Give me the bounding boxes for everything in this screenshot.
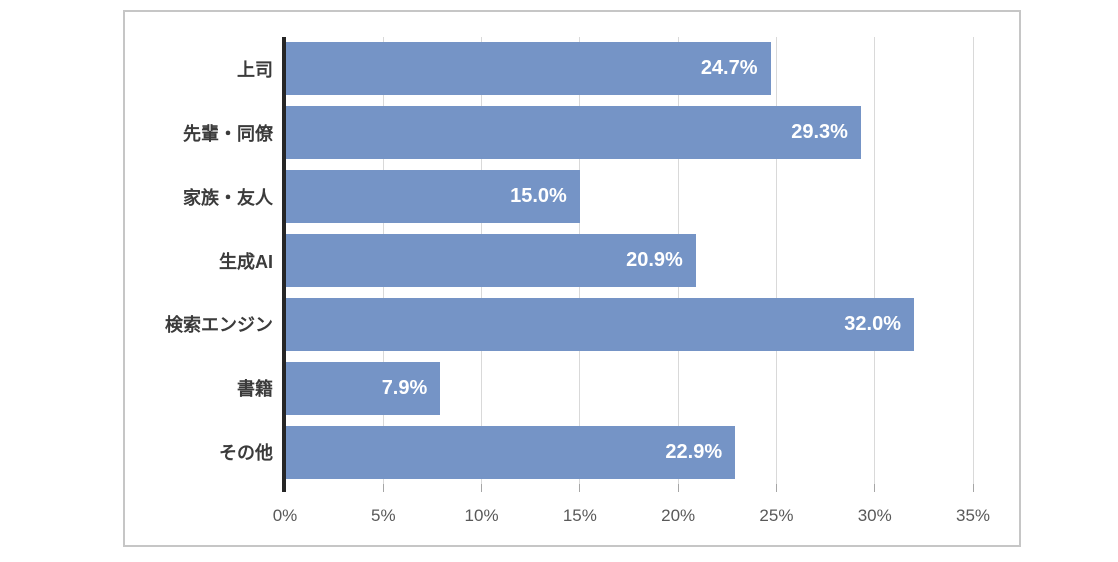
x-tick-label: 35%: [955, 506, 991, 525]
gridline-30: [874, 37, 876, 484]
tick-mark-25: [775, 484, 777, 492]
bar-rows: 24.7% 29.3% 15.0% 20.9% 32.0% 7.9% 22.9%: [285, 37, 973, 484]
bar-row: 20.9%: [285, 229, 973, 293]
y-axis-line: [282, 37, 286, 492]
bar-row: 15.0%: [285, 165, 973, 229]
category-label: 家族・友人: [183, 187, 273, 208]
gridline-35: [972, 37, 974, 484]
x-tick-label: 15%: [562, 506, 597, 525]
bar-7: 22.9%: [285, 425, 736, 479]
bar-value-label: 7.9%: [381, 376, 428, 399]
x-tick-label: 30%: [857, 506, 892, 525]
category-axis-labels: 上司先輩・同僚家族・友人生成AI 検索エンジン書籍その他: [127, 37, 273, 484]
tick-mark-10: [481, 484, 483, 492]
bar-2: 29.3%: [285, 106, 861, 160]
bar-6: 7.9%: [285, 361, 441, 415]
tick-mark-35: [972, 484, 974, 492]
tick-mark-5: [382, 484, 384, 492]
bar-4: 20.9%: [285, 234, 696, 287]
category-label: 検索エンジン: [165, 315, 273, 336]
plot-area: 24.7% 29.3% 15.0% 20.9% 32.0% 7.9% 22.9%: [282, 37, 974, 492]
category-label: 書籍: [237, 379, 273, 400]
bar-value-label: 15.0%: [510, 185, 567, 208]
tick-mark-15: [579, 484, 581, 492]
bar-row: 29.3%: [285, 101, 973, 165]
bar-row: 32.0%: [285, 292, 973, 356]
x-tick-label: 10%: [464, 506, 499, 525]
bar-chart: 上司先輩・同僚家族・友人生成AI 検索エンジン書籍その他 24.7% 29.3% 15…: [123, 10, 1021, 547]
category-label: 上司: [237, 59, 273, 80]
bar-value-label: 20.9%: [626, 249, 683, 271]
bar-value-label: 24.7%: [700, 57, 758, 80]
gridline-25: [775, 37, 777, 484]
bar-row: 22.9%: [285, 420, 973, 484]
x-axis-tick-labels: 0% 5% 10% 15% 20% 25% 30% 35%: [273, 506, 990, 532]
category-label: その他: [219, 443, 273, 464]
x-tick-label: 20%: [661, 506, 696, 525]
bar-value-label: 32.0%: [844, 312, 902, 335]
bar-5: 32.0%: [285, 297, 915, 351]
bar-value-label: 22.9%: [665, 440, 723, 463]
bar-value-label: 29.3%: [791, 121, 848, 144]
tick-mark-30: [874, 484, 876, 492]
bar-row: 24.7%: [285, 37, 973, 101]
x-tick-label: 5%: [370, 506, 396, 525]
x-tick-label: 25%: [759, 506, 794, 525]
bar-row: 7.9%: [285, 356, 973, 420]
category-label: 生成AI: [219, 251, 273, 272]
bar-1: 24.7%: [285, 42, 771, 96]
category-label: 先輩・同僚: [183, 123, 273, 144]
x-tick-label: 0%: [272, 506, 298, 525]
bar-3: 15.0%: [285, 170, 580, 224]
tick-mark-20: [677, 484, 679, 492]
